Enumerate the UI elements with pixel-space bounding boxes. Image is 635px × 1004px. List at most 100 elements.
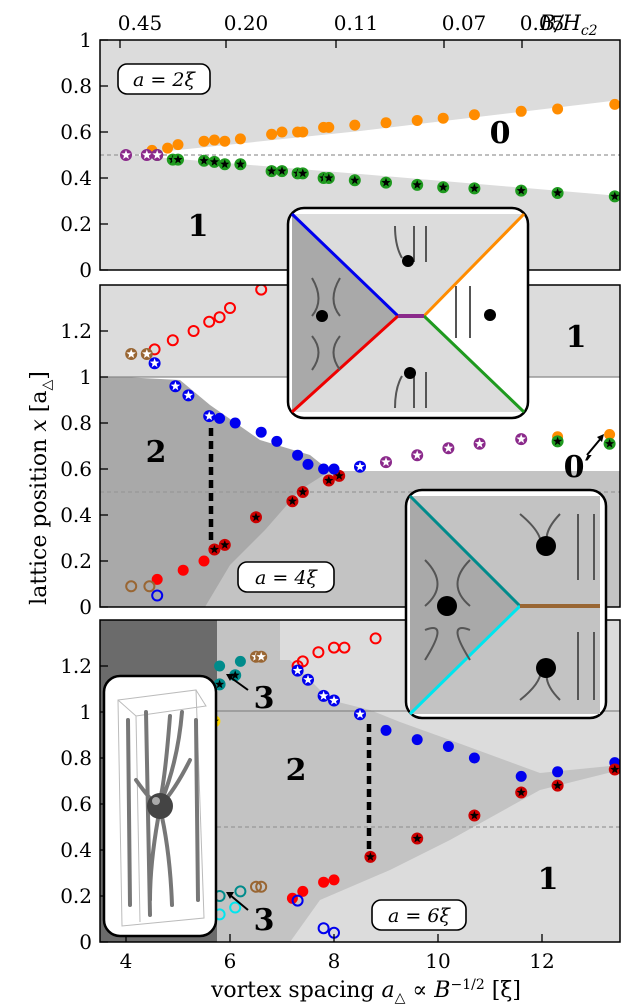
point-p3-s7-3 <box>515 786 528 799</box>
point-p1-s1-12 <box>322 172 335 184</box>
ytick-label-p1-3: 0.6 <box>60 120 92 144</box>
ytick-label-p3-0: 0 <box>79 930 92 954</box>
point-p3-s4-5 <box>369 632 382 645</box>
point-p2-s3-5 <box>302 458 314 470</box>
point-p1-s1-13 <box>348 174 361 187</box>
point-p2-s0-5 <box>224 302 236 314</box>
point-p2-s1-1 <box>177 564 189 576</box>
point-p2-s4-3 <box>203 410 216 423</box>
inset-3d-vortex-render <box>102 674 218 938</box>
point-p3-s6-1 <box>411 734 423 746</box>
inset-vortex-diagram-2 <box>404 488 608 720</box>
top-tick-label-2: 0.11 <box>334 11 379 35</box>
point-p3-s6-0 <box>380 724 392 736</box>
point-p2-s4-4 <box>354 460 366 473</box>
point-p2-s4-2 <box>182 389 195 402</box>
xtick-label-2: 8 <box>328 949 341 973</box>
point-p3-s8-2 <box>318 876 330 888</box>
panel-bottom-label: a = 6ξ <box>388 905 451 927</box>
point-p2-s2-1 <box>218 538 231 551</box>
point-p1-s2-2 <box>151 149 164 161</box>
point-p3-s11-0 <box>250 880 262 893</box>
point-p2-s3-2 <box>255 426 267 438</box>
point-p1-s0-15 <box>411 115 423 126</box>
point-p2-s4-1 <box>169 380 182 393</box>
point-p3-s4-4 <box>338 641 351 654</box>
top-tick-label-4: 0.05 <box>520 11 565 35</box>
point-p1-s1-18 <box>515 184 528 197</box>
panel-middle-arrow <box>586 436 603 456</box>
point-p2-s2-3 <box>286 495 299 508</box>
point-p2-s0-2 <box>187 325 200 337</box>
point-p1-s0-3 <box>198 135 210 147</box>
panel-bottom-frame <box>99 619 621 943</box>
point-p1-s0-4 <box>208 134 220 146</box>
panel-bottom-arrow-a-head <box>226 674 234 681</box>
point-p2-s0-3 <box>203 315 216 328</box>
panel-middle-arrow-head <box>597 434 604 442</box>
point-p3-s7-1 <box>411 832 424 845</box>
ytick-label-p2-6: 1.2 <box>60 319 92 343</box>
point-p2-s9-1 <box>140 348 153 360</box>
point-p1-s1-8 <box>276 165 288 178</box>
point-p1-s1-7 <box>265 165 278 178</box>
ytick-label-p1-1: 0.2 <box>60 212 92 236</box>
point-p2-s2-2 <box>250 511 262 524</box>
point-p3-s11-1 <box>255 880 268 893</box>
point-p2-s6-3 <box>473 437 486 450</box>
point-p3-s7-0 <box>364 850 377 863</box>
point-p3-s1-1 <box>234 655 246 667</box>
point-p2-s7-1 <box>604 429 616 440</box>
panel-bottom-arrow-b <box>229 894 249 911</box>
panel-bottom-yticks: 0 0.2 0.4 0.6 0.8 1 1.2 <box>60 654 108 954</box>
point-p1-s1-15 <box>411 178 424 191</box>
top-tick-label-0: 0.45 <box>118 11 163 35</box>
point-p2-s2-4 <box>296 486 309 498</box>
point-p3-s9-1 <box>234 885 247 898</box>
panel-bottom-label-box <box>371 899 467 931</box>
point-p1-s1-2 <box>172 153 184 166</box>
point-p1-s0-20 <box>609 98 620 110</box>
ytick-label-p3-1: 0.2 <box>60 884 92 908</box>
y-axis-label: lattice position x [a△] <box>27 371 55 605</box>
ytick-label-p2-0: 0 <box>79 595 92 619</box>
point-p3-s4-1 <box>296 655 309 668</box>
panel-bottom-region-label-3a: 3 <box>254 681 275 716</box>
point-p1-s1-6 <box>234 158 247 171</box>
point-p2-s1-2 <box>198 555 210 567</box>
point-p2-s8-1 <box>603 437 616 450</box>
ytick-label-p3-2: 0.4 <box>60 838 92 862</box>
point-p2-s3-1 <box>229 417 241 429</box>
panel-bottom-region-2 <box>217 620 620 942</box>
point-p3-s3-1 <box>255 650 268 663</box>
point-p1-s1-19 <box>551 186 564 199</box>
point-p3-s5-4 <box>354 708 366 721</box>
point-p2-s0-6 <box>255 285 268 296</box>
point-p3-s6-2 <box>442 741 454 752</box>
ytick-label-p1-5: 1 <box>79 28 92 52</box>
point-p2-s2-0 <box>208 543 221 556</box>
panel-bottom-arrow-b-head <box>226 892 234 899</box>
inset-vortex-diagram-1 <box>286 206 530 420</box>
point-p1-s0-14 <box>380 117 392 129</box>
ytick-label-p2-2: 0.4 <box>60 503 92 527</box>
point-p2-s1-0 <box>151 573 163 585</box>
top-axis-ticks: 0.45 0.20 0.11 0.07 0.05 <box>118 11 565 48</box>
x-axis-label: vortex spacing a△ ∝ B−1/2 [ξ] <box>210 977 521 1004</box>
point-p3-s1-0 <box>214 660 226 672</box>
point-p2-s3-0 <box>214 412 226 424</box>
panel-middle-yticks: 0 0.2 0.4 0.6 0.8 1 1.2 <box>60 319 108 619</box>
panel-bottom-xticks: 4 6 8 10 12 <box>120 934 555 973</box>
point-p2-s8-0 <box>551 435 564 448</box>
point-p2-s0-1 <box>166 334 179 347</box>
panel-bottom-arrow-a <box>229 676 249 691</box>
point-p3-s8-3 <box>328 874 340 886</box>
point-p2-s0-4 <box>213 311 226 324</box>
panel-middle-region-label-0prime: 0′ <box>564 450 593 485</box>
point-p3-s6-5 <box>552 766 564 778</box>
xtick-label-4: 12 <box>529 949 554 973</box>
panel-bottom-region-label-1: 1 <box>538 862 559 897</box>
panel-middle-label: a = 4ξ <box>255 567 318 589</box>
point-p2-s6-0 <box>380 456 392 469</box>
panel-middle-region-label-1: 1 <box>566 320 587 355</box>
